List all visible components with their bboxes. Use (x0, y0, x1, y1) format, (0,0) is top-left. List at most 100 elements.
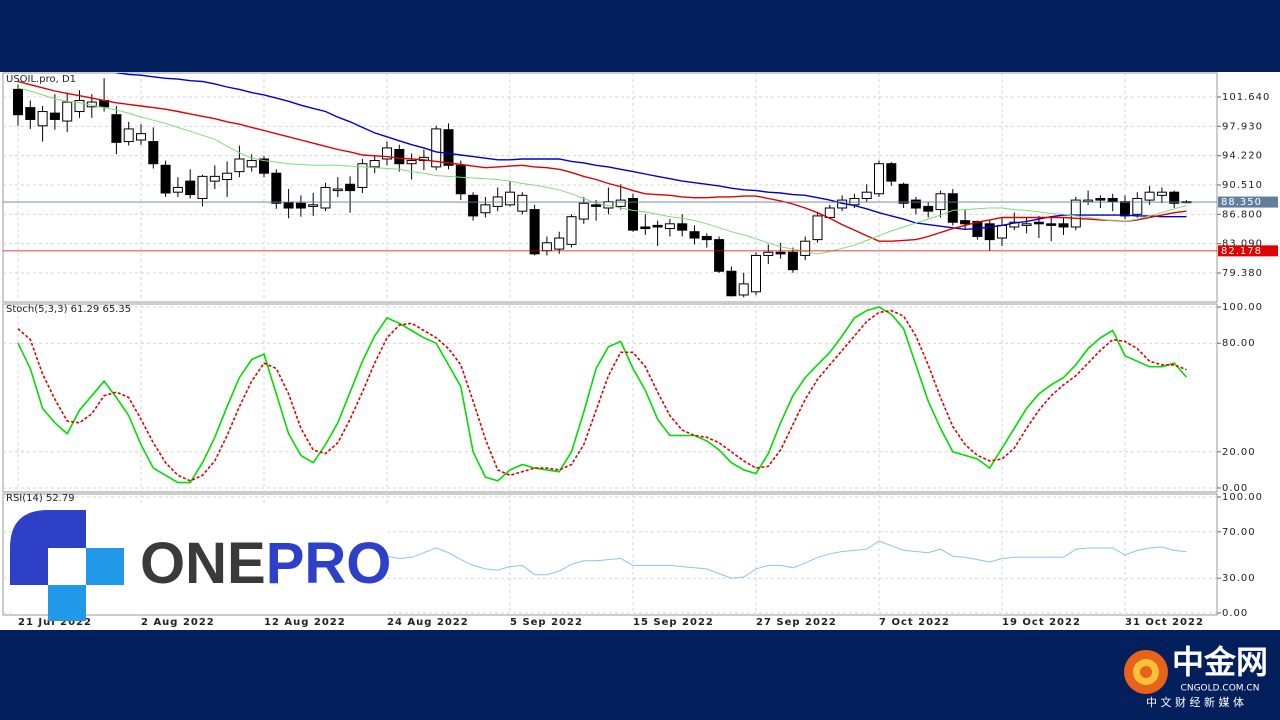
candle-body (554, 237, 565, 250)
candle-body (246, 160, 257, 168)
plots: 21 Jul 2022 2 Aug 2022 12 Aug 2022 24 Aug 2… (3, 73, 1278, 628)
candle-body (787, 251, 798, 271)
candle-body (148, 141, 159, 165)
x-tick-label: 2 Aug 2022 (141, 617, 215, 628)
candle-body (1033, 221, 1044, 225)
y-tick-label: 30.00 (1222, 573, 1256, 584)
watermark: 中金网 CNGOLD.COM.CN 中 文 财 经 新 媒 体 (1124, 643, 1268, 709)
y-tick-label: 80.00 (1222, 338, 1256, 349)
x-tick-label: 15 Sep 2022 (633, 617, 714, 628)
candle-body (910, 199, 921, 209)
candle-body (123, 128, 134, 143)
candle-body (591, 204, 602, 207)
x-tick-label: 19 Oct 2022 (1002, 617, 1081, 628)
candle-body (800, 240, 811, 256)
candle-body (271, 172, 282, 204)
watermark-site: CNGOLD.COM.CN (1181, 684, 1260, 694)
candle-body (1144, 191, 1155, 201)
candle-body (1107, 198, 1118, 203)
candle-body (13, 88, 23, 116)
indicator-title: RSI(14) 52.79 (6, 493, 75, 504)
candle-body (406, 160, 417, 165)
x-tick-label: 12 Aug 2022 (264, 617, 346, 628)
y-tick-label: 83.090 (1222, 239, 1263, 250)
candle-body (738, 283, 749, 296)
candle-body (1169, 191, 1180, 204)
line (17, 309, 1187, 482)
candle-body (49, 112, 60, 120)
candle-body (1021, 223, 1032, 226)
candle-body (960, 220, 971, 225)
line (17, 87, 1187, 255)
y-tick-label: 94.220 (1222, 151, 1263, 162)
chart-title: USOIL.pro, D1 (6, 74, 76, 85)
candle-body (505, 191, 515, 206)
candle-body (74, 99, 85, 113)
candle-body (185, 180, 196, 196)
candle-body (541, 242, 552, 252)
candle-body (984, 223, 995, 241)
candle-body (615, 199, 626, 207)
price-tag-label: 82.178 (1221, 246, 1262, 257)
x-tick-label: 7 Oct 2022 (879, 617, 950, 628)
y-tick-label: 97.930 (1222, 121, 1263, 132)
candle-body (369, 160, 380, 168)
candle-body (874, 163, 884, 195)
logo-text-b: PRO (266, 531, 392, 596)
candle-body (997, 224, 1007, 239)
candle-body (1083, 199, 1094, 203)
candle-body (812, 215, 823, 241)
watermark-title: 中金网 (1172, 643, 1268, 681)
candle-body (1156, 191, 1167, 196)
candle-body (824, 207, 835, 218)
x-tick-label: 27 Sep 2022 (756, 617, 837, 628)
stoch-panel (2, 303, 1218, 493)
candle-body (947, 193, 958, 223)
candle-body (332, 188, 343, 192)
candle-body (160, 164, 171, 194)
price-panel (2, 72, 1218, 303)
candle-body (1058, 223, 1069, 228)
x-tick-label: 21 Jul 2022 (18, 617, 92, 628)
logo-mark (10, 510, 86, 585)
watermark-icon (1140, 666, 1152, 678)
logo-text: ONEPRO (140, 531, 391, 596)
y-tick-label: 70.00 (1222, 527, 1256, 538)
candle-body (517, 194, 528, 212)
candle-body (1070, 199, 1081, 228)
candle-body (25, 107, 36, 120)
y-tick-label: 86.800 (1222, 209, 1263, 220)
logo-mark (48, 585, 86, 621)
candle-body (357, 163, 368, 188)
x-tick-label: 31 Oct 2022 (1125, 617, 1204, 628)
candle-body (628, 198, 638, 231)
candle-body (1132, 198, 1143, 215)
candle-body (345, 183, 356, 192)
y-tick-label: 20.00 (1222, 447, 1256, 458)
price-tag-label: 88.350 (1221, 197, 1262, 208)
y-tick-label: 90.510 (1222, 180, 1263, 191)
candle-body (664, 223, 675, 230)
candle-body (443, 129, 454, 166)
candle-body (923, 205, 934, 212)
y-tick-label: 101.640 (1222, 92, 1270, 103)
candle-body (172, 186, 183, 193)
candle-body (234, 158, 245, 173)
candle-body (751, 254, 761, 293)
candle-body (222, 172, 233, 181)
candle-body (382, 147, 392, 160)
price-tag (1218, 245, 1278, 257)
candle-body (259, 158, 269, 174)
candle-body (1120, 201, 1130, 217)
candle-body (136, 133, 146, 141)
candle-body (886, 163, 897, 182)
candle-body (209, 175, 220, 182)
candle-body (283, 201, 294, 209)
candle-body (677, 223, 688, 231)
x-tick-label: 5 Sep 2022 (510, 617, 583, 628)
y-tick-label: 100.00 (1222, 302, 1263, 313)
candle-body (701, 235, 712, 241)
line (17, 306, 1188, 484)
